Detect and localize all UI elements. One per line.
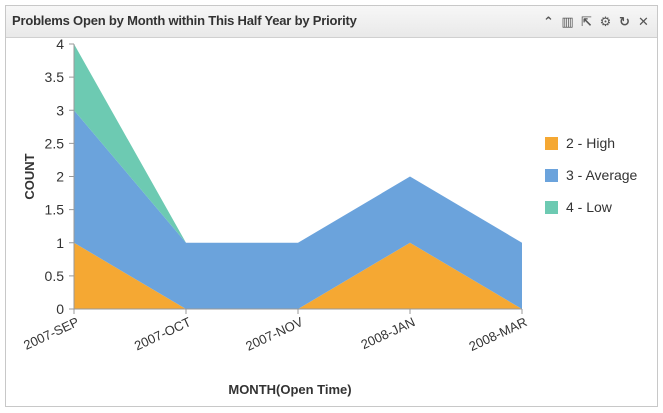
popout-icon[interactable]: ⇱ [581, 14, 592, 29]
area-series-2[interactable] [74, 110, 522, 309]
x-axis-label: MONTH(Open Time) [228, 382, 351, 397]
collapse-icon[interactable]: ⌃ [543, 14, 554, 29]
legend-item[interactable]: 2 - High [545, 135, 615, 151]
x-tick-label: 2008-JAN [359, 314, 418, 352]
widget-header: Problems Open by Month within This Half … [6, 6, 657, 38]
chart-type-icon[interactable]: ▥ [561, 14, 574, 29]
chart-areas [74, 44, 522, 309]
area-series-1[interactable] [74, 242, 522, 309]
y-tick-labels: 0 0.5 1 1.5 2 2.5 3 3.5 4 [45, 38, 65, 317]
widget-toolbar: ⌃ ▥ ⇱ ⚙ ↻ ✕ [541, 14, 651, 29]
y-tick-label: 2 [56, 169, 64, 185]
x-tick-label: 2008-MAR [467, 314, 530, 354]
y-tick-label: 3 [56, 102, 64, 118]
y-tick-label: 0 [56, 301, 64, 317]
y-tick-label: 2.5 [45, 135, 65, 151]
widget-title: Problems Open by Month within This Half … [12, 13, 357, 28]
x-tick-label: 2007-SEP [21, 314, 81, 353]
y-tick-label: 4 [56, 38, 64, 52]
y-tick-label: 0.5 [45, 268, 65, 284]
legend-item[interactable]: 3 - Average [545, 167, 638, 183]
legend-item[interactable]: 4 - Low [545, 199, 613, 215]
legend-swatch [545, 169, 558, 182]
legend-label: 3 - Average [566, 167, 638, 183]
x-tick-labels: 2007-SEP 2007-OCT 2007-NOV 2008-JAN 2008-MAR [21, 314, 529, 354]
x-tick-label: 2007-NOV [243, 314, 305, 354]
refresh-icon[interactable]: ↻ [619, 14, 630, 29]
legend-swatch [545, 137, 558, 150]
y-axis-label: COUNT [22, 153, 37, 199]
legend-label: 2 - High [566, 135, 615, 151]
chart-legend: 2 - High 3 - Average 4 - Low [545, 135, 638, 215]
x-tick-label: 2007-OCT [132, 314, 193, 353]
chart-axes [69, 43, 523, 314]
y-tick-label: 3.5 [45, 69, 65, 85]
area-chart: 0 0.5 1 1.5 2 2.5 3 3.5 4 2007-SEP 2007-OCT 2007-N… [21, 38, 638, 397]
y-tick-label: 1 [56, 235, 64, 251]
y-tick-label: 1.5 [45, 202, 65, 218]
gear-icon[interactable]: ⚙ [599, 14, 612, 29]
legend-label: 4 - Low [566, 199, 613, 215]
legend-swatch [545, 201, 558, 214]
chart-widget: Problems Open by Month within This Half … [5, 5, 658, 407]
close-icon[interactable]: ✕ [638, 14, 649, 29]
